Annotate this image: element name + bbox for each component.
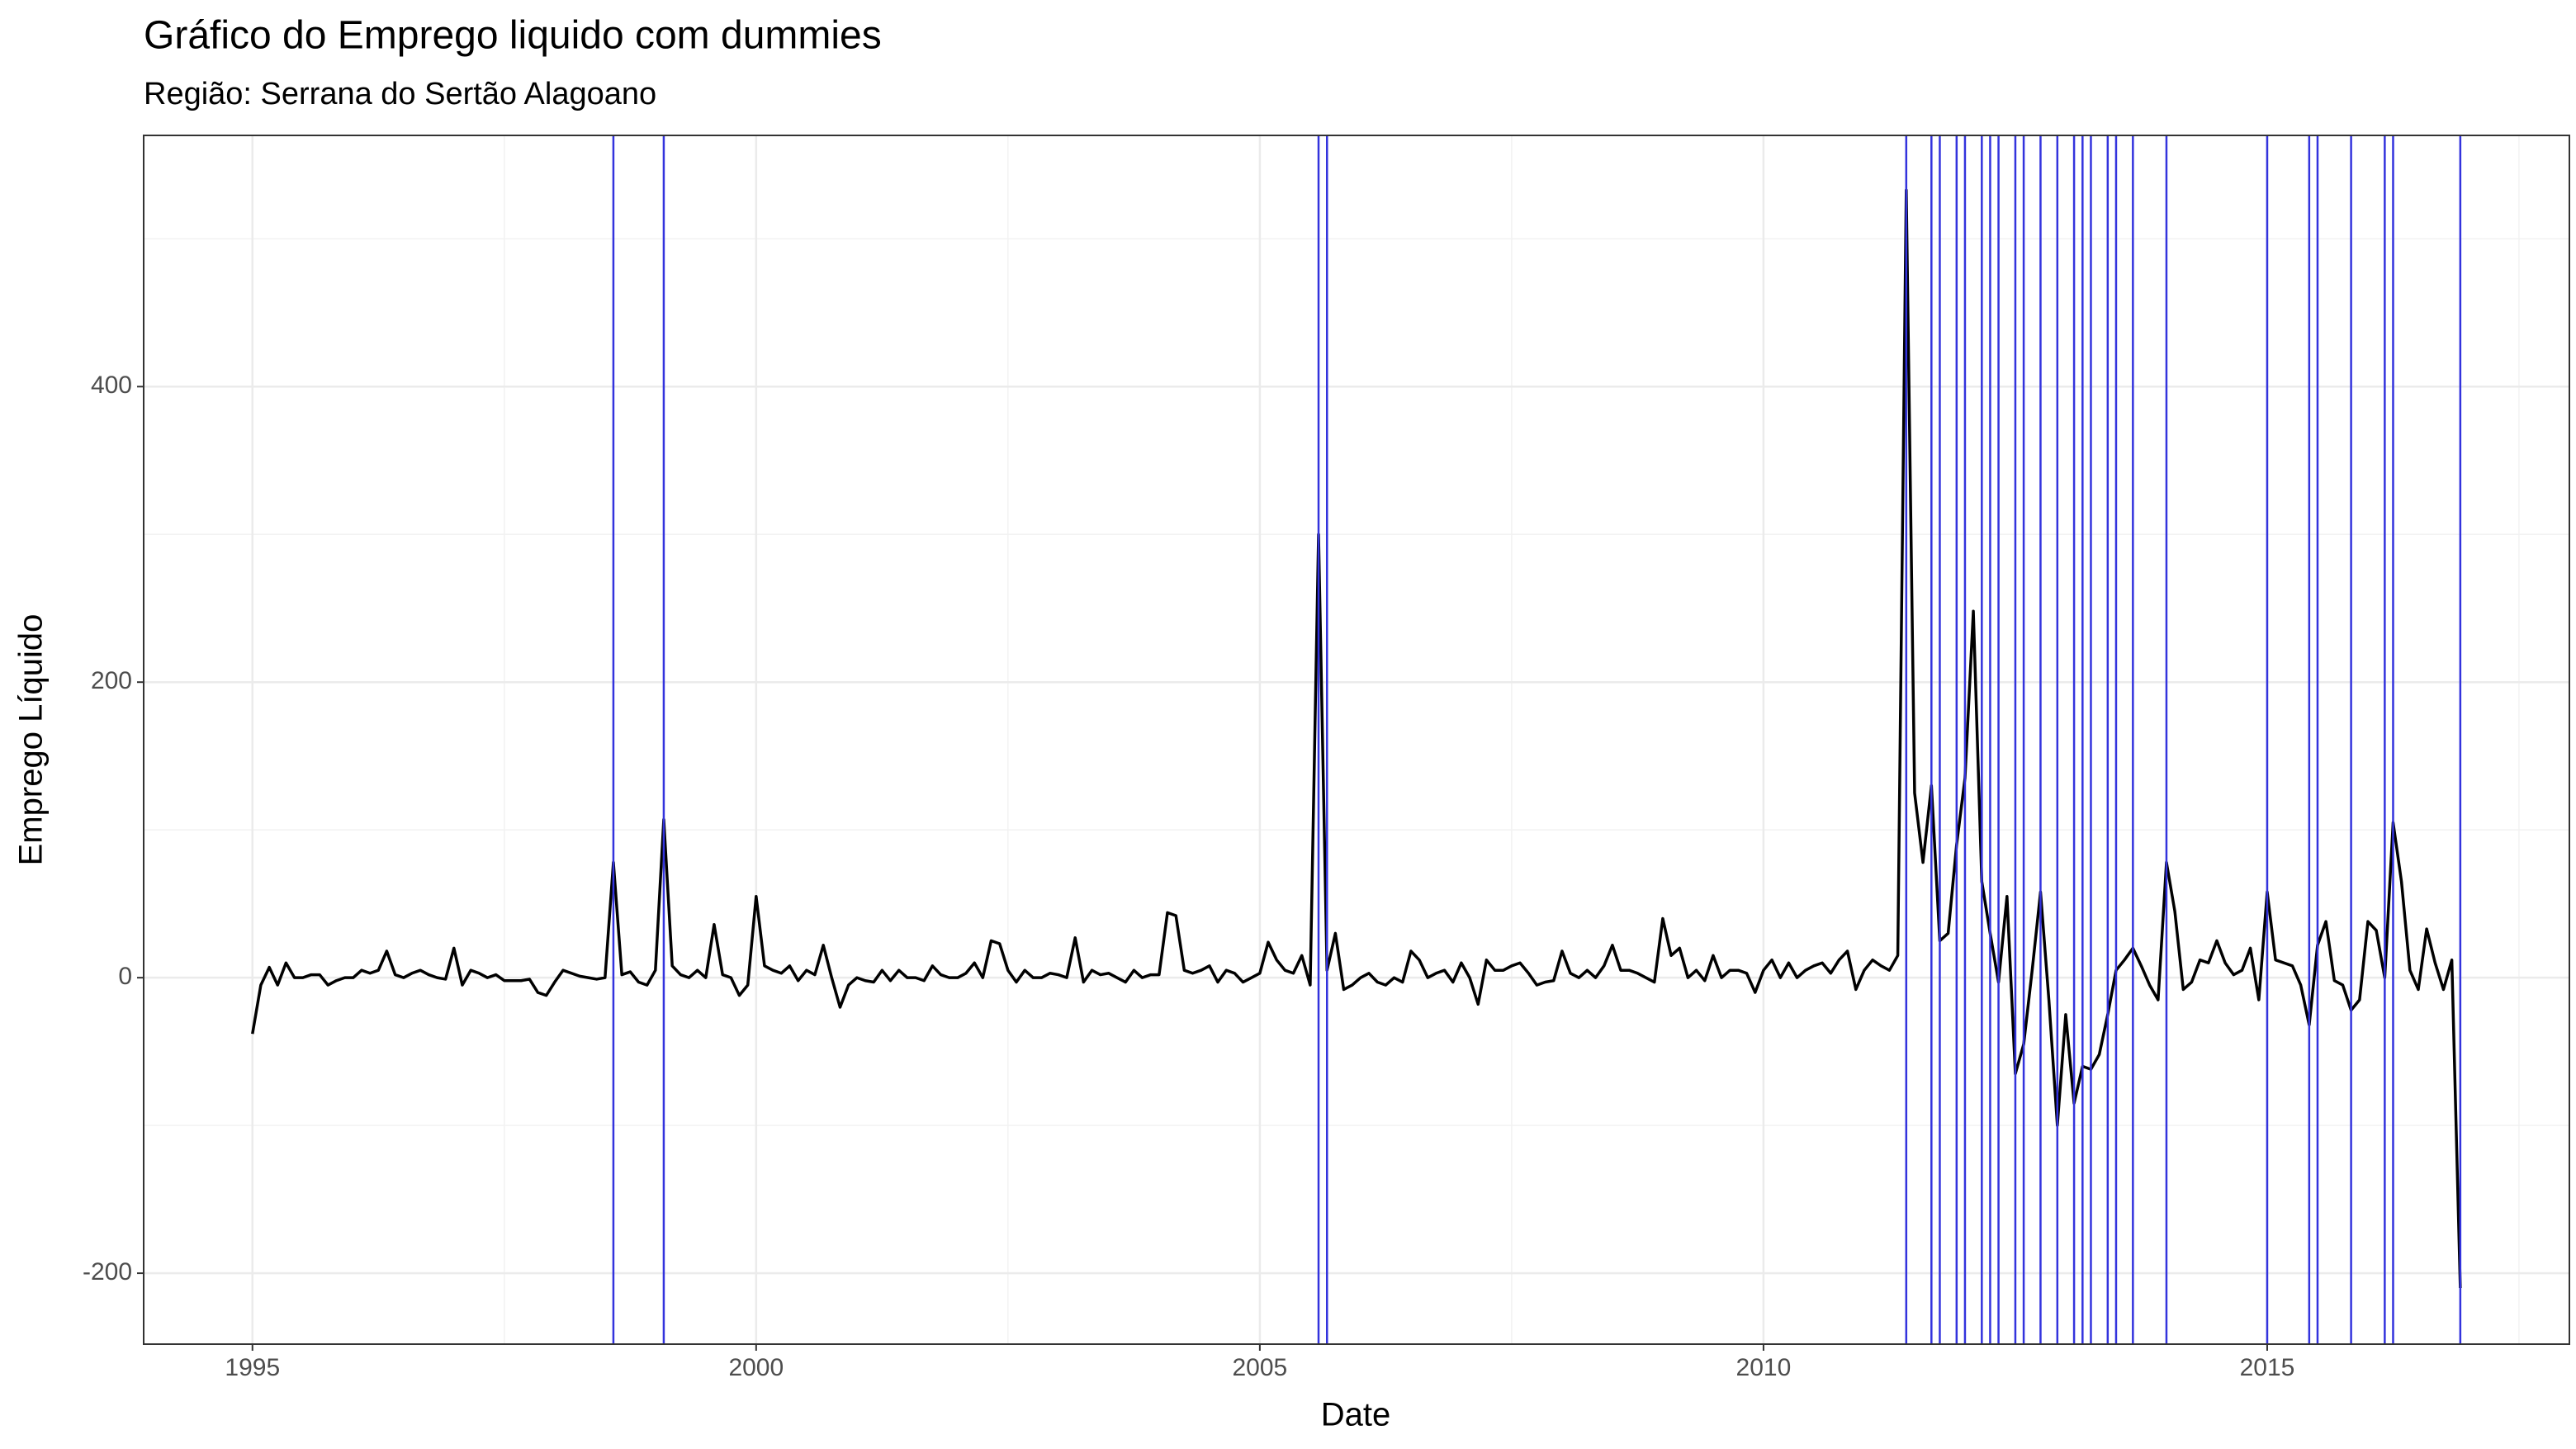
x-axis-label: Date — [1321, 1397, 1391, 1433]
panel-border — [143, 135, 2570, 1345]
x-tick-label: 2015 — [2240, 1354, 2295, 1381]
y-tick-label: -200 — [83, 1258, 132, 1286]
x-tick-label: 2000 — [728, 1354, 784, 1381]
y-tick-label: 400 — [91, 372, 132, 399]
chart-title: Gráfico do Emprego liquido com dummies — [144, 14, 882, 58]
axes: -200 0 200 400 1995 2000 2005 2010 2015 — [83, 372, 2294, 1381]
x-tick-label: 2010 — [1736, 1354, 1792, 1381]
y-tick-label: 0 — [118, 963, 132, 990]
x-tick-label: 2005 — [1232, 1354, 1287, 1381]
x-tick-label: 1995 — [225, 1354, 280, 1381]
plot-marks — [251, 135, 2462, 1344]
y-tick-label: 200 — [91, 667, 132, 694]
chart-subtitle: Região: Serrana do Sertão Alagoano — [144, 77, 656, 111]
data-line — [251, 188, 2462, 1289]
y-axis-label: Emprego Líquido — [13, 614, 50, 866]
